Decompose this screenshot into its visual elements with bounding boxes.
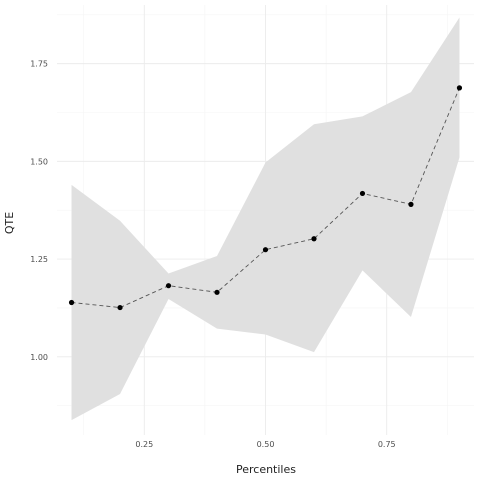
- x-tick-label: 0.50: [257, 440, 275, 449]
- confidence-band-layer: [71, 17, 460, 421]
- y-tick-label: 1.50: [30, 157, 48, 166]
- estimate-point: [117, 304, 123, 311]
- y-tick-label: 1.00: [30, 353, 48, 362]
- x-tick-labels: 0.25 0.50 0.75: [135, 440, 395, 449]
- estimate-point: [311, 236, 317, 242]
- x-tick-label: 0.75: [378, 440, 396, 449]
- estimate-line-layer: [71, 87, 460, 309]
- estimate-point: [214, 289, 220, 295]
- y-tick-label: 1.25: [30, 255, 48, 264]
- estimate-point: [262, 247, 269, 253]
- y-tick-label: 1.75: [30, 60, 48, 69]
- x-tick-label: 0.25: [135, 440, 153, 449]
- estimate-point: [68, 299, 75, 306]
- estimate-point: [165, 283, 172, 289]
- estimate-point: [359, 190, 366, 197]
- confidence-band: [71, 17, 460, 421]
- estimate-point: [456, 85, 463, 91]
- estimate-point: [408, 201, 414, 207]
- x-axis-title: Percentiles: [236, 463, 296, 476]
- y-axis-title: QTE: [3, 212, 16, 234]
- estimate-line: [71, 87, 460, 309]
- y-tick-labels: 1.00 1.25 1.50 1.75: [30, 60, 48, 362]
- estimate-points-layer: [68, 85, 463, 311]
